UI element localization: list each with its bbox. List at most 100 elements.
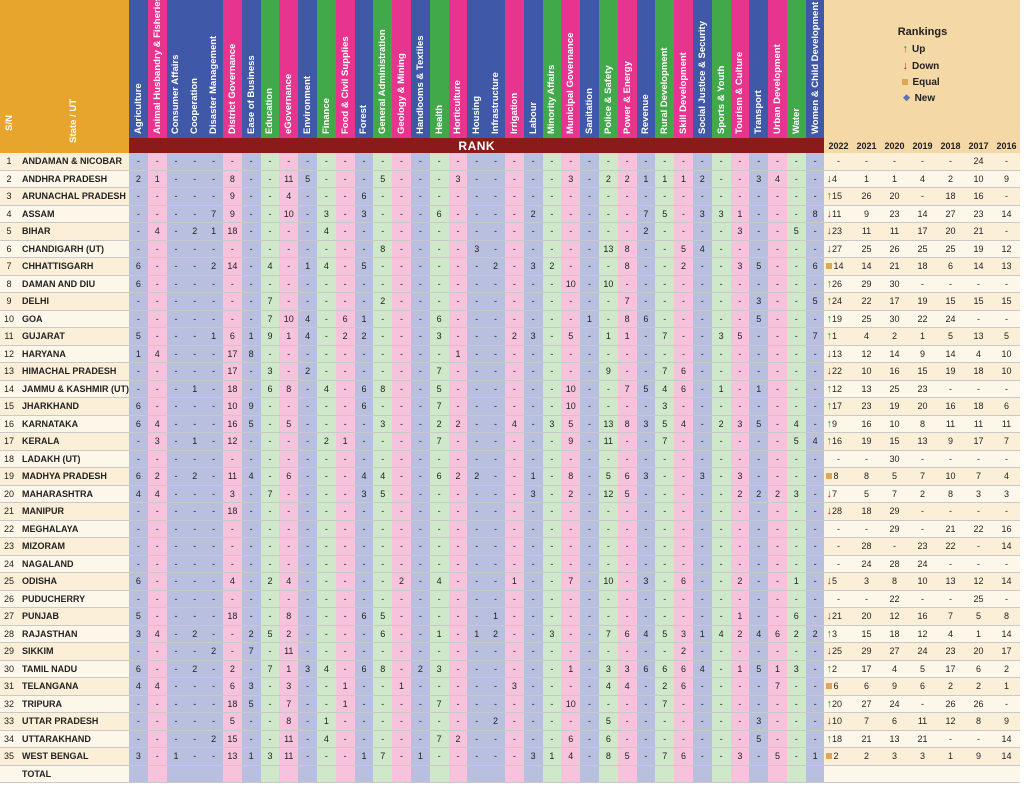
rank-cell: - — [674, 345, 693, 363]
rank-cell: - — [504, 205, 524, 223]
rank-cell: - — [542, 240, 562, 258]
rank-2022-value: 15 — [831, 191, 842, 202]
year-rank: 14 — [992, 730, 1021, 748]
rank-cell: - — [410, 537, 430, 556]
year-rank: 16 — [908, 607, 937, 626]
state-name: MANIPUR — [18, 502, 129, 521]
category-label: Sports & Youth — [715, 65, 727, 134]
rank-2022: ↑2 — [824, 660, 853, 678]
rank-cell: - — [392, 240, 411, 258]
rank-cell: - — [692, 415, 712, 433]
rank-cell: - — [448, 695, 468, 713]
year-rank: 19 — [908, 292, 937, 311]
rank-cell: 13 — [598, 415, 618, 433]
rank-cell: - — [542, 397, 562, 416]
rank-cell: 3 — [504, 677, 524, 696]
state-name: MAHARASHTRA — [18, 485, 129, 503]
rank-cell: - — [486, 327, 505, 346]
rank-cell: - — [768, 240, 787, 258]
rank-cell: 2 — [392, 572, 411, 591]
year-rank: - — [880, 537, 909, 556]
rank-cell: - — [204, 432, 223, 451]
year-rank: 28 — [880, 555, 909, 573]
rank-cell: - — [561, 345, 581, 363]
rank-cell: 3 — [636, 572, 656, 591]
rank-cell: - — [542, 677, 562, 696]
rank-cell: - — [523, 537, 543, 556]
rank-cell: - — [204, 485, 223, 503]
rank-cell: 2 — [467, 467, 487, 486]
rank-cell: - — [298, 432, 317, 451]
rank-cell: - — [580, 187, 599, 206]
rank-cell: - — [768, 153, 787, 171]
year-rank: - — [936, 450, 965, 468]
rank-cell: - — [298, 240, 317, 258]
rank-cell: - — [129, 205, 148, 223]
rank-2022: ↓23 — [824, 222, 853, 241]
rank-cell: - — [711, 590, 731, 608]
rank-cell: - — [805, 695, 825, 713]
rank-2022-value: 21 — [831, 611, 842, 622]
rank-cell: - — [486, 537, 505, 556]
category-header: Animal Husbandry & Fisheries — [147, 0, 167, 138]
rank-cell: - — [166, 362, 186, 381]
rank-cell: - — [692, 695, 712, 713]
year-rank: 5 — [992, 327, 1021, 346]
rank-cell: - — [166, 642, 186, 661]
rank-cell: - — [730, 240, 750, 258]
rank-cell: - — [354, 695, 374, 713]
rank-cell: - — [504, 642, 524, 661]
rank-cell: - — [185, 537, 205, 556]
rank-cell: - — [185, 607, 205, 626]
rank-cell: 5 — [279, 415, 299, 433]
rank-cell: - — [204, 677, 223, 696]
new-diamond-icon: ❖ — [902, 93, 911, 103]
state-name: SIKKIM — [18, 642, 129, 661]
category-label: Ease of Business — [245, 55, 257, 134]
rank-cell: - — [655, 730, 675, 748]
rank-cell: - — [561, 153, 581, 171]
rank-cell: - — [580, 590, 599, 608]
rank-cell: - — [674, 467, 693, 486]
rank-cell: 6 — [617, 625, 637, 643]
rank-cell: 10 — [561, 380, 581, 398]
rank-2022-value: 8 — [833, 471, 839, 482]
rank-cell: 4 — [655, 380, 675, 398]
rank-cell: - — [448, 275, 468, 293]
year-rank: 29 — [880, 502, 909, 521]
category-header: Handlooms & Textiles — [410, 0, 430, 138]
rank-cell: - — [166, 572, 186, 591]
rank-cell: - — [561, 502, 581, 521]
rank-cell: 1 — [335, 695, 355, 713]
year-rank: - — [936, 275, 965, 293]
rank-cell: - — [354, 520, 374, 538]
rank-cell: - — [467, 730, 487, 748]
rank-cell: - — [467, 450, 487, 468]
rank-cell: 16 — [222, 415, 242, 433]
rank-cell: - — [749, 345, 769, 363]
serial-number: 26 — [0, 590, 18, 608]
rank-cell: - — [335, 572, 355, 591]
rank-cell: 5 — [260, 625, 280, 643]
rank-cell: - — [241, 362, 261, 381]
rank-cell: - — [410, 327, 430, 346]
category-label: Sanitation — [584, 88, 596, 134]
year-rank: - — [964, 537, 993, 556]
year-rank: 1 — [908, 327, 937, 346]
rank-cell: - — [429, 275, 449, 293]
serial-number: 15 — [0, 397, 18, 416]
rank-cell: - — [617, 450, 637, 468]
year-rank: - — [992, 275, 1021, 293]
rank-cell: - — [711, 310, 731, 328]
rank-cell: - — [279, 520, 299, 538]
rank-cell: - — [354, 555, 374, 573]
year-rank: - — [936, 502, 965, 521]
table-row: 16 KARNATAKA 6 4- - -16 5-5- - - -3- -2 2- -4-3 5-13 8… — [0, 415, 1021, 433]
rank-2022-value: 2 — [831, 663, 837, 674]
rank-cell: - — [373, 730, 393, 748]
year-rank: 14 — [992, 205, 1021, 223]
rank-cell: - — [260, 730, 280, 748]
rank-cell: - — [448, 555, 468, 573]
rank-cell: - — [523, 712, 543, 731]
rank-cell: - — [410, 450, 430, 468]
